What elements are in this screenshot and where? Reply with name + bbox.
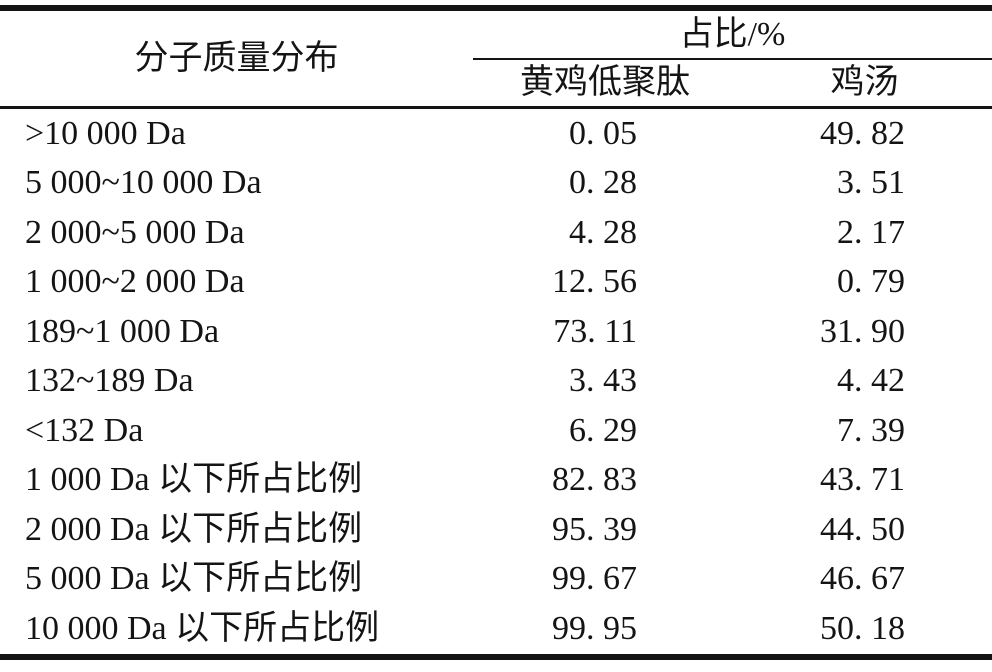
header-chicken-soup: 鸡汤 [737, 59, 992, 109]
soup-value-cell: 31. 90 [820, 312, 905, 350]
oligopeptide-value-cell: 82. 83 [552, 461, 637, 499]
header-row-group: 分子质量分布 占比/% [0, 8, 992, 109]
table-row: 5 000 Da 以下所占比例 99. 67 46. 67 [0, 555, 992, 605]
table-row: 189~1 000 Da 73. 11 31. 90 [0, 307, 992, 357]
table-row: 10 000 Da 以下所占比例 99. 95 50. 18 [0, 604, 992, 657]
soup-value-cell: 46. 67 [820, 560, 905, 598]
row-label-cell: 1 000 Da 以下所占比例 [25, 461, 363, 499]
table-row: >10 000 Da 0. 05 49. 82 [0, 108, 992, 159]
soup-value-cell: 7. 39 [837, 411, 905, 449]
oligopeptide-value-cell: 6. 29 [569, 411, 637, 449]
soup-value-cell: 44. 50 [820, 510, 905, 548]
oligopeptide-value-cell: 3. 43 [569, 362, 637, 400]
soup-value-cell: 4. 42 [837, 362, 905, 400]
row-label-cell: 10 000 Da 以下所占比例 [25, 609, 380, 647]
table-row: 1 000 Da 以下所占比例 82. 83 43. 71 [0, 456, 992, 506]
row-label-cell: 189~1 000 Da [25, 312, 220, 350]
oligopeptide-value-cell: 12. 56 [552, 263, 637, 301]
table-row: 2 000~5 000 Da 4. 28 2. 17 [0, 208, 992, 258]
row-label-cell: 2 000 Da 以下所占比例 [25, 510, 363, 548]
row-label-cell: 2 000~5 000 Da [25, 213, 245, 251]
table-row: 132~189 Da 3. 43 4. 42 [0, 357, 992, 407]
oligopeptide-value-cell: 0. 28 [569, 164, 637, 202]
row-label-cell: 5 000~10 000 Da [25, 164, 262, 202]
header-row-sub: 黄鸡低聚肽 鸡汤 [0, 59, 992, 109]
header-huangji-oligopeptide: 黄鸡低聚肽 [473, 59, 737, 109]
row-label-cell: 5 000 Da 以下所占比例 [25, 560, 363, 598]
soup-value-cell: 50. 18 [820, 609, 905, 647]
table-row: 5 000~10 000 Da 0. 28 3. 51 [0, 159, 992, 209]
oligopeptide-value-cell: 4. 28 [569, 213, 637, 251]
header-molecular-weight-distribution: 分子质量分布 [0, 8, 473, 109]
row-label-cell: <132 Da [25, 411, 144, 449]
oligopeptide-value-cell: 99. 67 [552, 560, 637, 598]
soup-value-cell: 3. 51 [837, 164, 905, 202]
soup-value-cell: 49. 82 [820, 114, 905, 152]
row-label-cell: 132~189 Da [25, 362, 194, 400]
oligopeptide-value-cell: 99. 95 [552, 609, 637, 647]
row-label-cell: >10 000 Da [25, 114, 186, 152]
table-row: <132 Da 6. 29 7. 39 [0, 406, 992, 456]
molecular-weight-distribution-table: 分子质量分布 占比/% 黄鸡低聚肽 鸡汤 >10 000 Da 0. 05 49… [0, 5, 992, 660]
table-row: 1 000~2 000 Da 12. 56 0. 79 [0, 258, 992, 308]
row-label-cell: 1 000~2 000 Da [25, 263, 245, 301]
oligopeptide-value-cell: 95. 39 [552, 510, 637, 548]
soup-value-cell: 2. 17 [837, 213, 905, 251]
table-body: >10 000 Da 0. 05 49. 82 5 000~10 000 Da … [0, 108, 992, 657]
soup-value-cell: 0. 79 [837, 263, 905, 301]
oligopeptide-value-cell: 73. 11 [553, 312, 637, 350]
table-row: 2 000 Da 以下所占比例 95. 39 44. 50 [0, 505, 992, 555]
oligopeptide-value-cell: 0. 05 [569, 114, 637, 152]
table-header: 分子质量分布 占比/% 黄鸡低聚肽 鸡汤 [0, 8, 992, 109]
header-proportion-percent: 占比/% [473, 8, 992, 60]
soup-value-cell: 43. 71 [820, 461, 905, 499]
